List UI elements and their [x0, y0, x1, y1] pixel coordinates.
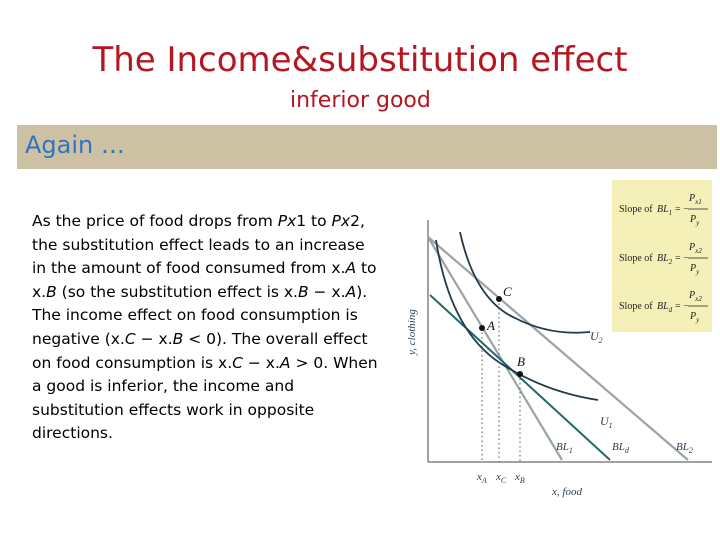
- paragraph-fragment: Px: [331, 212, 351, 230]
- slide-subtitle: inferior good: [290, 88, 431, 113]
- paragraph-fragment: As the price of food drops from: [32, 212, 278, 230]
- paragraph-fragment: 2, the substitution effect leads to an i…: [32, 212, 365, 278]
- slope-row-eq: = −: [675, 301, 689, 312]
- section-banner: Again …: [17, 125, 717, 169]
- paragraph-fragment: Px: [277, 212, 297, 230]
- slope-panel: [612, 180, 712, 332]
- tick-xc: xC: [495, 471, 507, 485]
- paragraph-fragment: − x.: [135, 329, 173, 348]
- indifference-curve-u1: [435, 239, 599, 401]
- label-b: B: [517, 354, 525, 369]
- paragraph-fragment: − x.: [242, 353, 280, 372]
- banner-text: Again …: [25, 131, 125, 159]
- point-a: [479, 325, 485, 331]
- paragraph-fragment: (so the substitution effect is x.: [56, 282, 298, 301]
- paragraph-fragment: 1 to: [296, 212, 332, 230]
- slope-row-denominator: Py: [689, 214, 700, 227]
- paragraph-fragment: A: [345, 259, 357, 278]
- budget-line-bld: [429, 294, 611, 461]
- y-axis-label: y, clothing: [406, 309, 418, 356]
- paragraph-fragment: B: [172, 329, 184, 348]
- slope-row-numerator: Px1: [688, 193, 702, 206]
- slope-row-numerator: Px2: [688, 290, 702, 303]
- label-bld: BLd: [612, 441, 630, 455]
- paragraph-fragment: A: [345, 282, 357, 301]
- tick-xb: xB: [514, 471, 525, 485]
- label-u2: U2: [590, 329, 603, 345]
- paragraph-fragment: > 0. When a good is inferior, the income…: [32, 353, 378, 443]
- slope-row-bl: BLd: [657, 301, 673, 314]
- slope-row-denominator: Py: [689, 311, 700, 324]
- explanation-paragraph: As the price of food drops from Px1 to P…: [32, 210, 380, 446]
- budget-line-bl2: [427, 236, 689, 461]
- label-bl2: BL2: [676, 441, 693, 455]
- label-a: A: [486, 318, 495, 333]
- paragraph-fragment: A: [279, 353, 291, 372]
- paragraph-fragment: < 0). The overall effect on food consump…: [32, 329, 368, 372]
- tick-xa: xA: [476, 471, 487, 485]
- paragraph-fragment: C: [232, 353, 243, 372]
- slope-row-eq: = −: [675, 204, 689, 215]
- slope-row-numerator: Px2: [688, 242, 702, 255]
- paragraph-fragment: to x.: [32, 259, 377, 301]
- x-axis-label: x, food: [551, 486, 582, 498]
- slope-row-eq: = −: [675, 253, 689, 264]
- slope-row-label: Slope of: [619, 301, 653, 312]
- slope-row-label: Slope of: [619, 253, 653, 264]
- slope-row-label: Slope of: [619, 204, 653, 215]
- point-c: [496, 296, 502, 302]
- slope-row-bl: BL1: [657, 204, 672, 217]
- slope-row-denominator: Py: [689, 263, 700, 276]
- paragraph-fragment: ). The income effect on food consumption…: [32, 282, 368, 348]
- label-u1: U1: [600, 414, 613, 430]
- paragraph-fragment: C: [124, 329, 136, 348]
- label-bl1: BL1: [556, 441, 573, 455]
- slide-title: The Income&substitution effect: [92, 40, 628, 80]
- budget-line-bl1: [427, 236, 563, 461]
- point-b: [517, 371, 523, 377]
- paragraph-fragment: B: [297, 282, 309, 301]
- indifference-curve-u2: [459, 231, 591, 334]
- paragraph-fragment: − x.: [308, 282, 346, 301]
- paragraph-fragment: B: [46, 282, 57, 301]
- label-c: C: [503, 284, 512, 299]
- slope-row-bl: BL2: [657, 253, 673, 266]
